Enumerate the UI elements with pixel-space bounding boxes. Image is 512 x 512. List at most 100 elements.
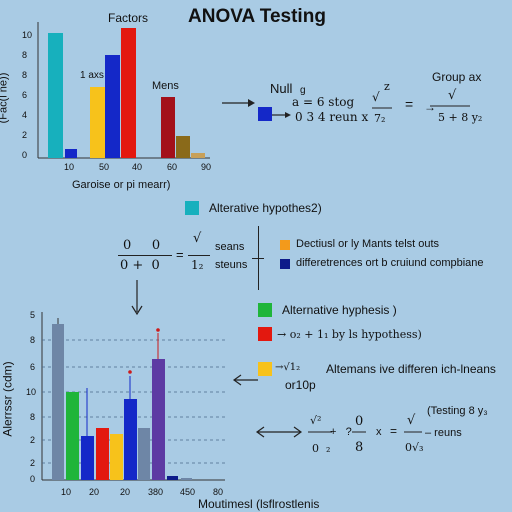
bottom-x-tick: 20 [89,487,100,497]
top-y-tick: 6 [22,90,28,100]
right-frac-num: √ [448,88,457,103]
mid-sqrt: √ [193,231,202,246]
bottom-bar-yellow [110,434,123,480]
mid-frac-den: 0 + 0 [120,258,160,273]
bottom-x-tick: 450 [180,487,196,497]
bottom-y-tick: 8 [30,412,36,422]
legend-item-1: Dectiusl or ly Mants telst outs [296,238,440,250]
formula-arrow: → [424,100,436,114]
steuns-label: steuns [215,259,248,271]
top-x-tick: 60 [167,162,178,172]
eq-x: x [376,426,382,438]
formula-line-1: a = 6 stog [292,95,355,109]
eq-mid-num: 0 [355,414,364,429]
null-label: Null [270,81,293,96]
formula-frac-den: 7₂ [374,112,386,125]
top-chart-x-label: Garoise or pi mearr) [72,179,171,191]
top-bar-olive [176,136,190,158]
mid-frac2-bar [188,255,210,256]
alt-hypothesis-label: Alterative hypothes2) [209,201,322,215]
eq-left-num: √² [310,414,322,427]
top-y-tick: 8 [22,50,28,60]
bottom-y-tick: 2 [30,435,36,445]
top-bar-tan [191,153,205,158]
top-chart-factors-label: Factors [108,11,149,25]
bottom-y-tick: 6 [30,362,36,372]
sqrt-symbol: √ [372,90,380,104]
bottom-y-tick: 5 [30,310,36,320]
eq-reuns: – reuns [425,427,462,439]
eq-mid-den: 8 [355,440,364,455]
bottom-y-tick: 10 [26,387,37,397]
bottom-bar-purple [152,359,165,480]
mid-frac-bar [118,255,172,256]
green-legend-square [258,303,272,317]
bottom-bar-slate-2 [138,428,150,480]
top-x-tick: 50 [99,162,110,172]
top-x-tick: 40 [132,162,143,172]
eq-equals: = [390,424,398,438]
top-chart-axs-label: 1 axs [80,70,104,81]
middle-divider-tick [252,258,264,259]
eq-left-den: 0 ₂ [312,442,331,455]
red-legend-square [258,327,272,341]
eq-right-num: √ [407,413,416,428]
page-title: ANOVA Testing [188,6,326,27]
top-y-tick: 8 [22,70,28,80]
mid-frac-num: 0 0 [123,238,161,253]
null-sub: g [300,85,306,96]
mid-frac2-den: 1₂ [191,258,204,272]
bottom-chart-x-label: Moutimesl (lsflrostlenis [198,497,320,511]
testing-label: (Testing 8 y₃ [427,405,488,417]
formula-frac-num: z [384,80,390,93]
group-label: Group ax [432,70,482,84]
formula-line-2: 0 3 4 reun x [295,110,369,124]
bottom-x-tick: 10 [61,487,72,497]
sqrt-small-arrow: →√1₂ [275,362,301,373]
bottom-bar-navy [124,399,137,480]
navy-legend-square [280,259,290,269]
bottom-bar-green [66,392,79,480]
top-y-tick: 4 [22,110,28,120]
top-bar-teal [48,33,63,158]
blue-legend-square [258,107,272,121]
seans-label: seans [215,241,245,253]
bottom-bar-small-navy [167,476,178,480]
top-x-tick: 90 [201,162,212,172]
bottom-x-tick: 20 [120,487,131,497]
mid-equals: = [176,247,184,262]
top-y-tick: 10 [22,30,33,40]
bottom-bar-blue [81,436,94,480]
top-bar-blue [105,55,120,158]
orange-legend-square [280,240,290,250]
alt-hyphesis-label: Alternative hyphesis ) [282,303,397,317]
alt-means-label: Altemans ive differen ich-lneans [326,362,496,376]
top-chart-mens-label: Mens [152,80,179,92]
eq-plus: + ? [330,426,352,438]
bottom-x-tick: 80 [213,487,224,497]
eq-right-den: 0√₃ [405,441,424,454]
top-y-tick: 0 [22,150,28,160]
legend-item-2: differetrences ort b cruiund compbiane [296,257,484,269]
bottom-bar-slate [52,324,64,480]
bottom-bar-small-slate [181,478,192,480]
teal-legend-square [185,201,199,215]
top-bar-navy-small [65,149,77,158]
top-bar-yellow [90,87,105,158]
formula-equals: = [405,96,414,112]
bottom-y-tick: 8 [30,335,36,345]
bottom-x-tick: 380 [148,487,164,497]
top-y-tick: 2 [22,130,28,140]
bottom-y-tick: 0 [30,474,36,484]
bottom-y-tick: 2 [30,458,36,468]
top-x-tick: 10 [64,162,75,172]
top-bar-dark-red [161,97,175,158]
hypothesis-arrow-text: → o₂ + 1₁ by ls hypothess) [277,328,422,341]
or10p-label: or10p [285,378,316,392]
top-bar-red [121,28,136,158]
